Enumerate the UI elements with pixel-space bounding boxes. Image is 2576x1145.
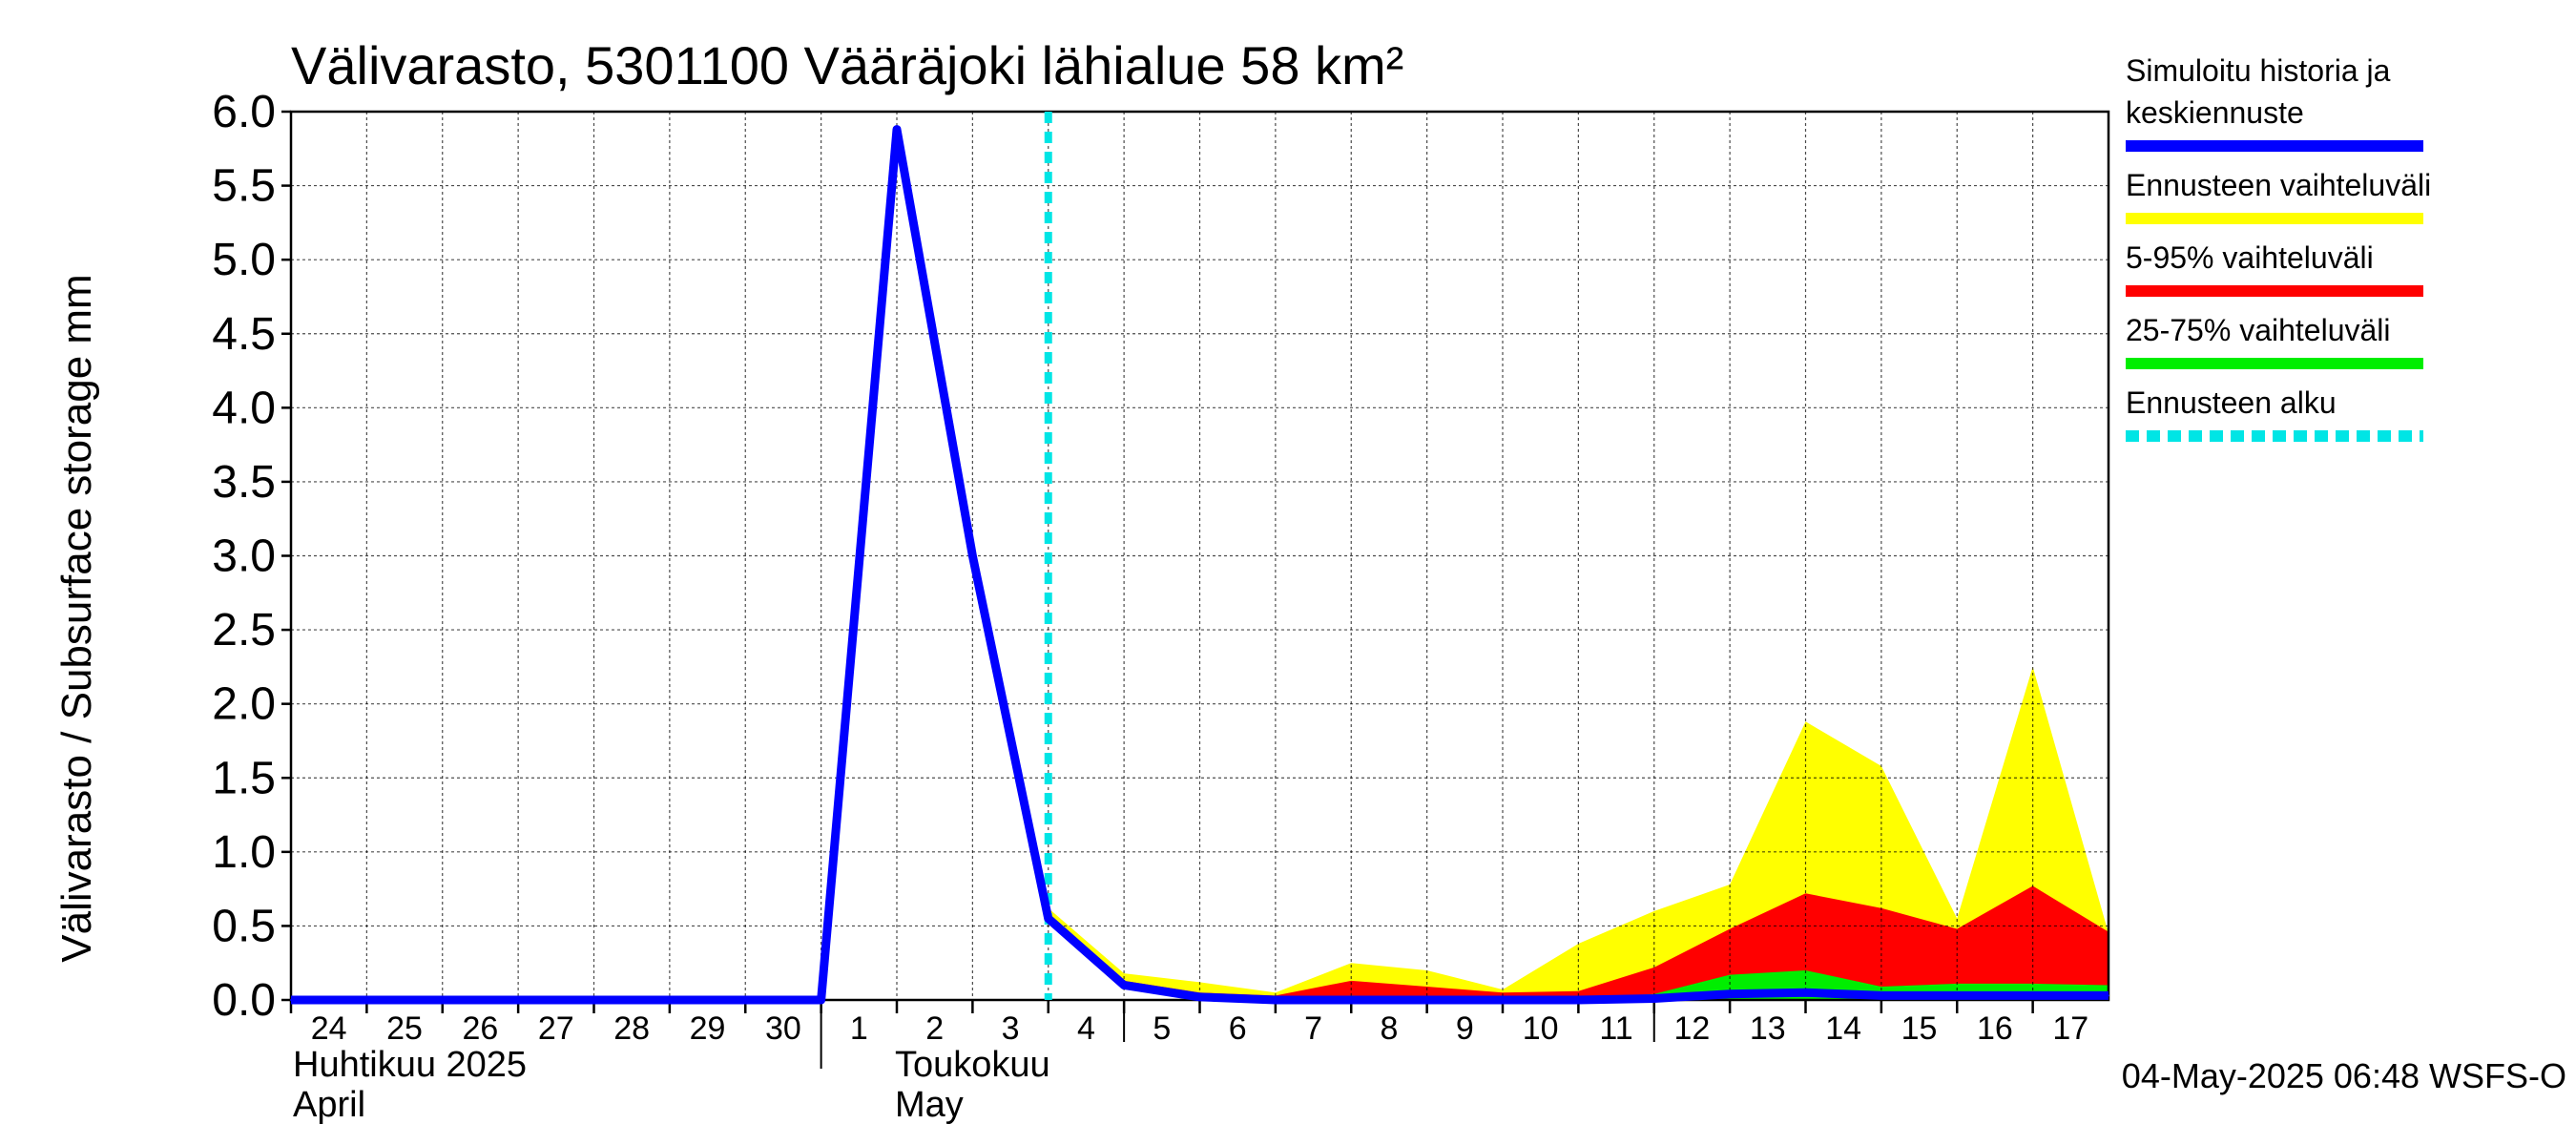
legend-label: 5-95% vaihteluväli	[2126, 240, 2374, 275]
month-label-fi: Huhtikuu 2025	[293, 1045, 527, 1085]
y-tick-label: 0.5	[212, 901, 276, 951]
data-point	[441, 999, 444, 1001]
data-point	[1880, 994, 1882, 997]
data-point	[1502, 999, 1504, 1001]
data-point	[290, 999, 292, 1001]
x-tick-label: 8	[1380, 1010, 1398, 1047]
data-point	[744, 999, 747, 1001]
y-axis-label: Välivarasto / Subsurface storage mm	[53, 274, 100, 962]
data-point	[2108, 994, 2109, 997]
data-point	[896, 128, 898, 131]
data-point	[592, 999, 595, 1001]
x-tick-label: 10	[1523, 1010, 1559, 1047]
data-point	[1123, 984, 1126, 987]
x-tick-label: 26	[463, 1010, 499, 1047]
y-tick-label: 5.5	[212, 161, 276, 212]
data-point	[1577, 999, 1580, 1001]
chart-title: Välivarasto, 5301100 Vääräjoki lähialue …	[291, 35, 1403, 95]
data-point	[1652, 997, 1655, 1000]
y-tick-label: 4.5	[212, 309, 276, 360]
data-point	[365, 999, 368, 1001]
data-point	[1956, 994, 1959, 997]
x-tick-label: 16	[1977, 1010, 2013, 1047]
x-tick-label: 28	[613, 1010, 650, 1047]
x-tick-label: 17	[2052, 1010, 2088, 1047]
x-tick-label: 1	[850, 1010, 868, 1047]
month-label-en: May	[895, 1085, 964, 1125]
legend-label: Simuloitu historia ja	[2126, 53, 2391, 88]
y-tick-label: 4.0	[212, 383, 276, 433]
y-tick-label: 5.0	[212, 235, 276, 285]
month-label-fi: Toukokuu	[895, 1045, 1050, 1085]
x-tick-label: 4	[1077, 1010, 1095, 1047]
x-tick-label: 27	[538, 1010, 574, 1047]
y-tick-label: 3.0	[212, 531, 276, 582]
x-tick-label: 25	[386, 1010, 423, 1047]
data-point	[1198, 995, 1201, 998]
band-2	[1048, 917, 2109, 1000]
x-tick-label: 24	[311, 1010, 347, 1047]
x-tick-label: 7	[1304, 1010, 1322, 1047]
data-point	[1274, 999, 1277, 1001]
x-tick-label: 2	[925, 1010, 944, 1047]
y-tick-label: 1.5	[212, 753, 276, 803]
legend-label: Ennusteen vaihteluväli	[2126, 168, 2431, 202]
y-tick-label: 2.5	[212, 605, 276, 656]
y-tick-label: 0.0	[212, 975, 276, 1026]
x-tick-label: 29	[690, 1010, 726, 1047]
data-point	[1729, 992, 1732, 995]
data-point	[820, 999, 822, 1001]
month-label-en: April	[293, 1085, 365, 1125]
legend: Simuloitu historia ja keskiennuste Ennuste…	[2126, 53, 2431, 442]
data-point	[1047, 917, 1049, 920]
x-tick-label: 9	[1456, 1010, 1474, 1047]
x-tick-label: 13	[1750, 1010, 1786, 1047]
data-point	[2031, 994, 2034, 997]
x-tick-label: 30	[765, 1010, 801, 1047]
data-point	[1425, 999, 1428, 1001]
plot-area: 0.0 0.5 1.0 1.5 2.0 2.5 3.0 3.5 4.0 4.5 5.0 5.5 6.0 2…	[212, 87, 2110, 1125]
band-1	[1048, 885, 2109, 1000]
data-point	[971, 554, 974, 557]
x-tick-label: 14	[1825, 1010, 1861, 1047]
x-tick-label: 5	[1153, 1010, 1171, 1047]
data-point	[1350, 999, 1353, 1001]
legend-label: 25-75% vaihteluväli	[2126, 313, 2391, 347]
x-tick-label: 3	[1002, 1010, 1020, 1047]
y-tick-label: 6.0	[212, 87, 276, 137]
footer-timestamp: 04-May-2025 06:48 WSFS-O	[2122, 1056, 2566, 1095]
y-tick-label: 2.0	[212, 679, 276, 730]
y-tick-label: 3.5	[212, 457, 276, 508]
legend-label: keskiennuste	[2126, 95, 2304, 130]
x-tick-label: 11	[1599, 1010, 1632, 1047]
legend-label: Ennusteen alku	[2126, 385, 2337, 420]
y-tick-label: 1.0	[212, 827, 276, 878]
data-point	[1804, 991, 1807, 994]
data-point	[668, 999, 671, 1001]
data-point	[517, 999, 520, 1001]
x-tick-label: 15	[1901, 1010, 1938, 1047]
x-tick-label: 6	[1229, 1010, 1247, 1047]
x-tick-label: 12	[1674, 1010, 1711, 1047]
